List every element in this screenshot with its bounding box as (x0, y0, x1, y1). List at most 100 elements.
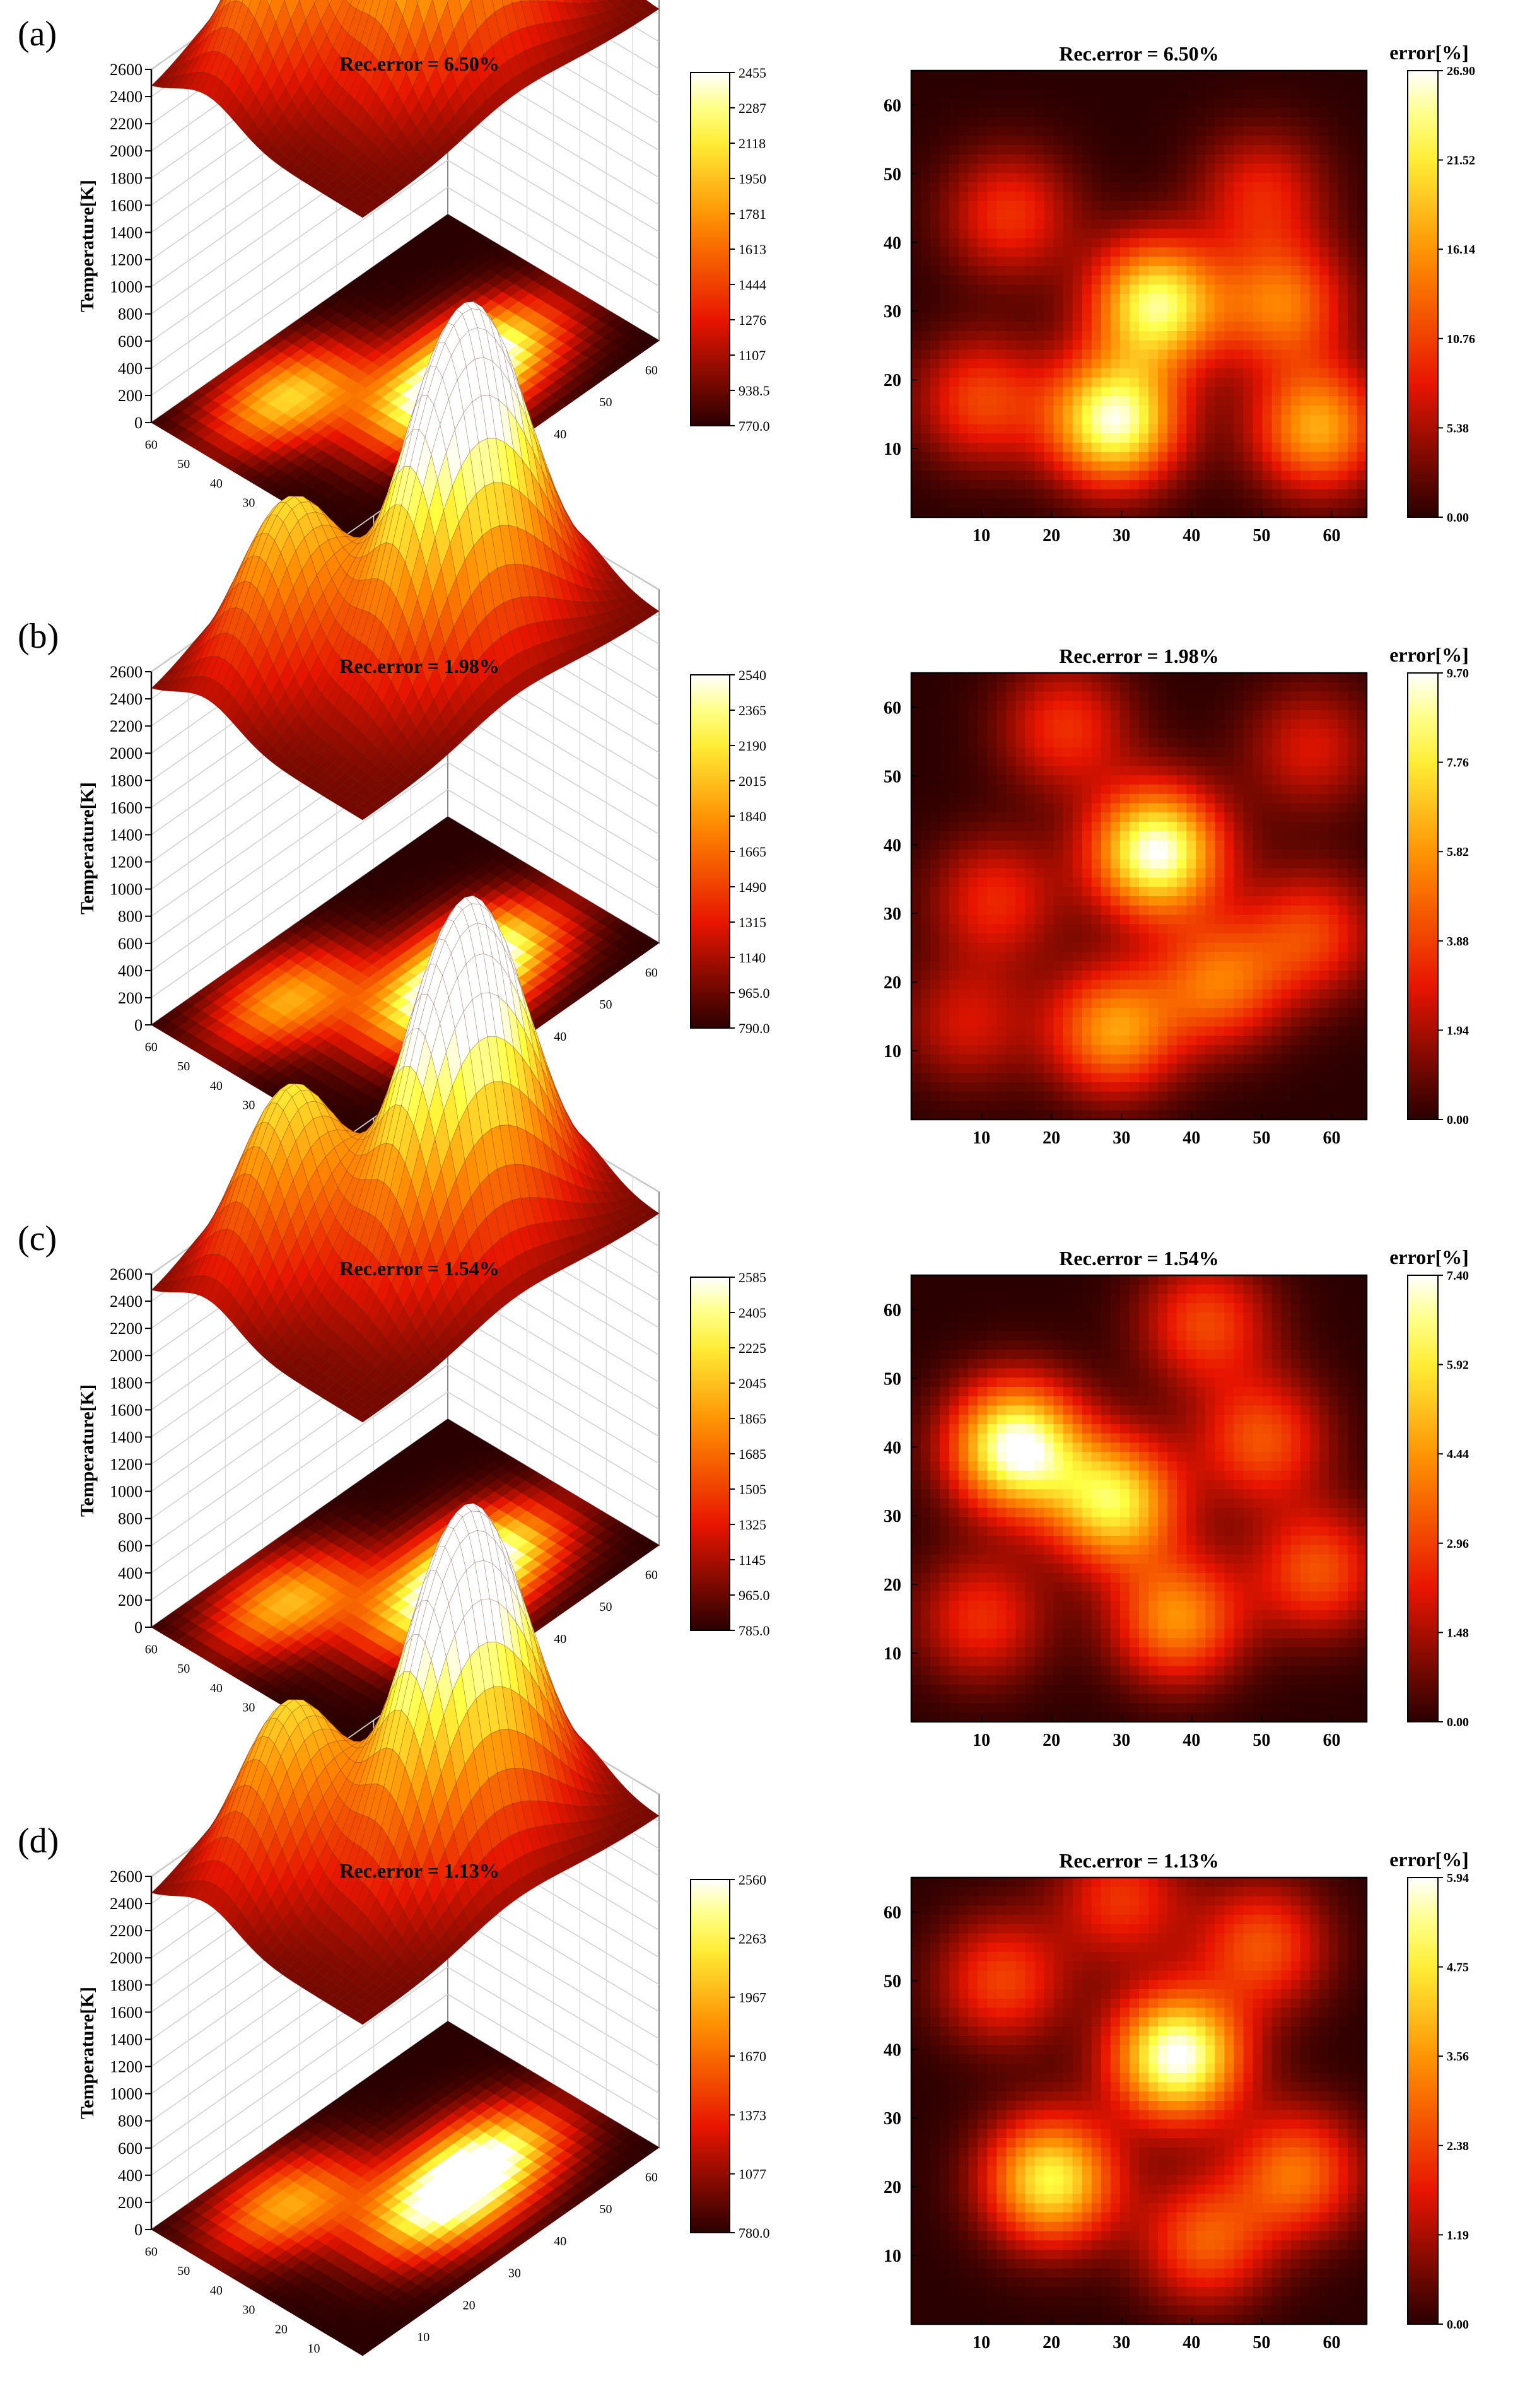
heatmap-cell (1158, 312, 1168, 322)
heatmap-cell (1177, 303, 1187, 313)
heatmap-cell (949, 238, 959, 248)
heatmap-cell (996, 322, 1007, 332)
heatmap-cell (1044, 498, 1054, 508)
heatmap-cell (1158, 433, 1168, 443)
heatmap-cell (1006, 377, 1017, 388)
heatmap-cell (978, 79, 988, 90)
heatmap-cell (930, 173, 940, 183)
heatmap-cell (996, 340, 1007, 351)
heatmap-cell (1158, 443, 1168, 453)
heatmap-cell (1072, 322, 1083, 332)
heatmap-cell (1015, 247, 1026, 257)
heatmap-cell (1034, 219, 1045, 230)
heatmap-cell (1215, 275, 1225, 285)
heatmap-cell (1034, 228, 1045, 239)
heatmap-cell (1271, 368, 1282, 378)
heatmap-cell (987, 210, 997, 220)
heatmap-cell (1347, 191, 1358, 202)
heatmap-cell (1167, 201, 1177, 211)
heatmap-cell (921, 182, 931, 192)
heatmap-cell (987, 201, 997, 211)
heatmap-cell (1110, 108, 1121, 118)
heatmap-cell (1253, 322, 1263, 332)
heatmap-cell (1177, 424, 1187, 434)
heatmap-cell (1063, 163, 1073, 173)
heatmap-cell (1357, 461, 1367, 471)
heatmap-cell (1148, 508, 1159, 518)
heatmap-cell (1101, 191, 1111, 202)
heatmap-cell (1129, 257, 1140, 267)
heatmap-cell (1234, 173, 1244, 183)
heatmap-cell (968, 508, 978, 518)
heatmap-cell (1319, 126, 1329, 136)
heatmap-cell (949, 470, 959, 481)
heatmap-cell (1253, 145, 1263, 155)
heatmap-cell (1357, 312, 1367, 322)
heatmap-cell (1044, 461, 1054, 471)
heatmap-cell (1347, 79, 1358, 90)
heatmap-cell (1224, 406, 1235, 416)
heatmap-cell (1101, 322, 1111, 332)
heatmap-cell (1357, 247, 1367, 257)
heatmap-cell (930, 117, 940, 127)
heatmap-cell (1091, 508, 1102, 518)
heatmap-cell (1101, 71, 1111, 81)
heatmap-cell (1357, 368, 1367, 378)
heatmap-cell (1167, 191, 1177, 202)
heatmap-cell (1063, 71, 1073, 81)
heatmap-cell (1119, 414, 1130, 425)
heatmap-cell (978, 294, 988, 304)
heatmap-cell (1015, 117, 1026, 127)
heatmap-cell (1205, 443, 1215, 453)
heatmap-cell (1357, 228, 1367, 239)
heatmap-cell (1034, 508, 1045, 518)
heatmap-cell (940, 414, 950, 425)
heatmap-cell (1139, 228, 1149, 239)
heatmap-cell (1186, 349, 1196, 359)
heatmap-cell (1025, 266, 1036, 276)
floor-tick-label: 50 (600, 395, 612, 409)
heatmap-cell (1053, 303, 1064, 313)
heatmap-cell (1319, 108, 1329, 118)
heatmap-cell (1300, 452, 1311, 462)
heatmap-cell (1006, 368, 1017, 378)
heatmap-cell (978, 163, 988, 173)
heatmap-cell (978, 136, 988, 146)
heatmap-cell (1015, 452, 1026, 462)
heatmap-cell (1290, 368, 1301, 378)
z-tick-label: 400 (118, 359, 143, 378)
heatmap-cell (1177, 136, 1187, 146)
heatmap-cell (1139, 210, 1149, 220)
heatmap-cell (930, 452, 940, 462)
heatmap-cell (1119, 368, 1130, 378)
heatmap-cell (1167, 266, 1177, 276)
heatmap-cell (1167, 238, 1177, 248)
heatmap-cell (1025, 247, 1036, 257)
heatmap-cell (1186, 219, 1196, 230)
heatmap-cell (987, 387, 997, 397)
heatmap-cell (1196, 452, 1206, 462)
heatmap-cell (1300, 98, 1311, 108)
heatmap-cell (1224, 79, 1235, 90)
heatmap-cell (1015, 443, 1026, 453)
heatmap-cell (1196, 433, 1206, 443)
heatmap-cell (930, 126, 940, 136)
heatmap-cell (1091, 257, 1102, 267)
heatmap-cell (1034, 414, 1045, 425)
heatmap-cell (1034, 210, 1045, 220)
heatmap-cell (921, 228, 931, 239)
heatmap-cell (1072, 331, 1083, 341)
heatmap-cell (1309, 303, 1320, 313)
heatmap-cell (1290, 322, 1301, 332)
heatmap-cell (1243, 210, 1254, 220)
heatmap-cell (1290, 349, 1301, 359)
heatmap-cell (940, 406, 950, 416)
z-axis-label: Temperature[K] (77, 180, 98, 312)
heatmap-cell (1271, 154, 1282, 165)
heatmap-cell (1338, 126, 1348, 136)
heatmap-cell (1281, 312, 1292, 322)
heatmap-cell (1034, 443, 1045, 453)
heatmap-cell (1215, 191, 1225, 202)
heatmap-cell (921, 406, 931, 416)
heatmap-cell (1177, 508, 1187, 518)
